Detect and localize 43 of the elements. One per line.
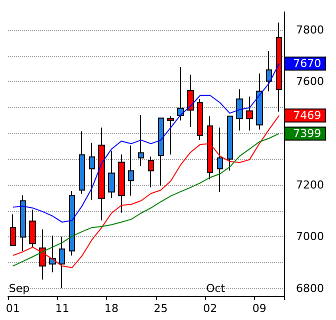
- y-tick-label: 7000: [296, 230, 324, 244]
- candlestick: [187, 74, 194, 128]
- candlestick: [89, 142, 95, 200]
- candlestick: [59, 236, 65, 289]
- x-tick-label: 11: [55, 302, 70, 315]
- candlestick: [167, 116, 174, 156]
- candlestick: [197, 98, 203, 141]
- x-tick-label: 25: [154, 302, 168, 315]
- data-label: 7399: [293, 127, 322, 140]
- data-label: 7469: [293, 109, 322, 122]
- candlestick: [118, 154, 125, 214]
- candlestick: [236, 88, 243, 132]
- candlestick: [10, 214, 16, 246]
- candlestick: [148, 156, 154, 188]
- candlestick: [266, 50, 272, 92]
- candlestick: [276, 22, 282, 112]
- x-tick-label: 09: [252, 302, 266, 315]
- annotation: Oct: [206, 282, 226, 295]
- candlestick: [128, 144, 134, 196]
- candlestick: [29, 209, 36, 248]
- y-tick-label: 7200: [296, 178, 324, 192]
- candlestick: [138, 114, 144, 166]
- y-tick-label: 6800: [296, 282, 324, 295]
- candlestick: [256, 72, 263, 130]
- candlestick: [69, 190, 75, 256]
- data-label: 7670: [293, 57, 322, 70]
- annotation: Sep: [8, 282, 30, 295]
- candlestick: [227, 116, 233, 172]
- candlestick: [98, 127, 105, 221]
- candlestick: [108, 150, 115, 198]
- line-series: [12, 63, 280, 223]
- candlestick: [217, 127, 223, 192]
- candlestick: [49, 235, 56, 273]
- y-tick-label: 7800: [296, 24, 324, 37]
- candlestick: [177, 66, 184, 121]
- y-tick-label: 7600: [296, 75, 324, 88]
- candlestick: [246, 96, 253, 132]
- candlestick: [79, 130, 85, 194]
- candlestick: [158, 118, 164, 186]
- candlestick: [20, 194, 26, 252]
- x-tick-label: 02: [203, 302, 218, 315]
- x-tick-label: 18: [104, 302, 118, 315]
- x-tick-label: 01: [6, 302, 20, 315]
